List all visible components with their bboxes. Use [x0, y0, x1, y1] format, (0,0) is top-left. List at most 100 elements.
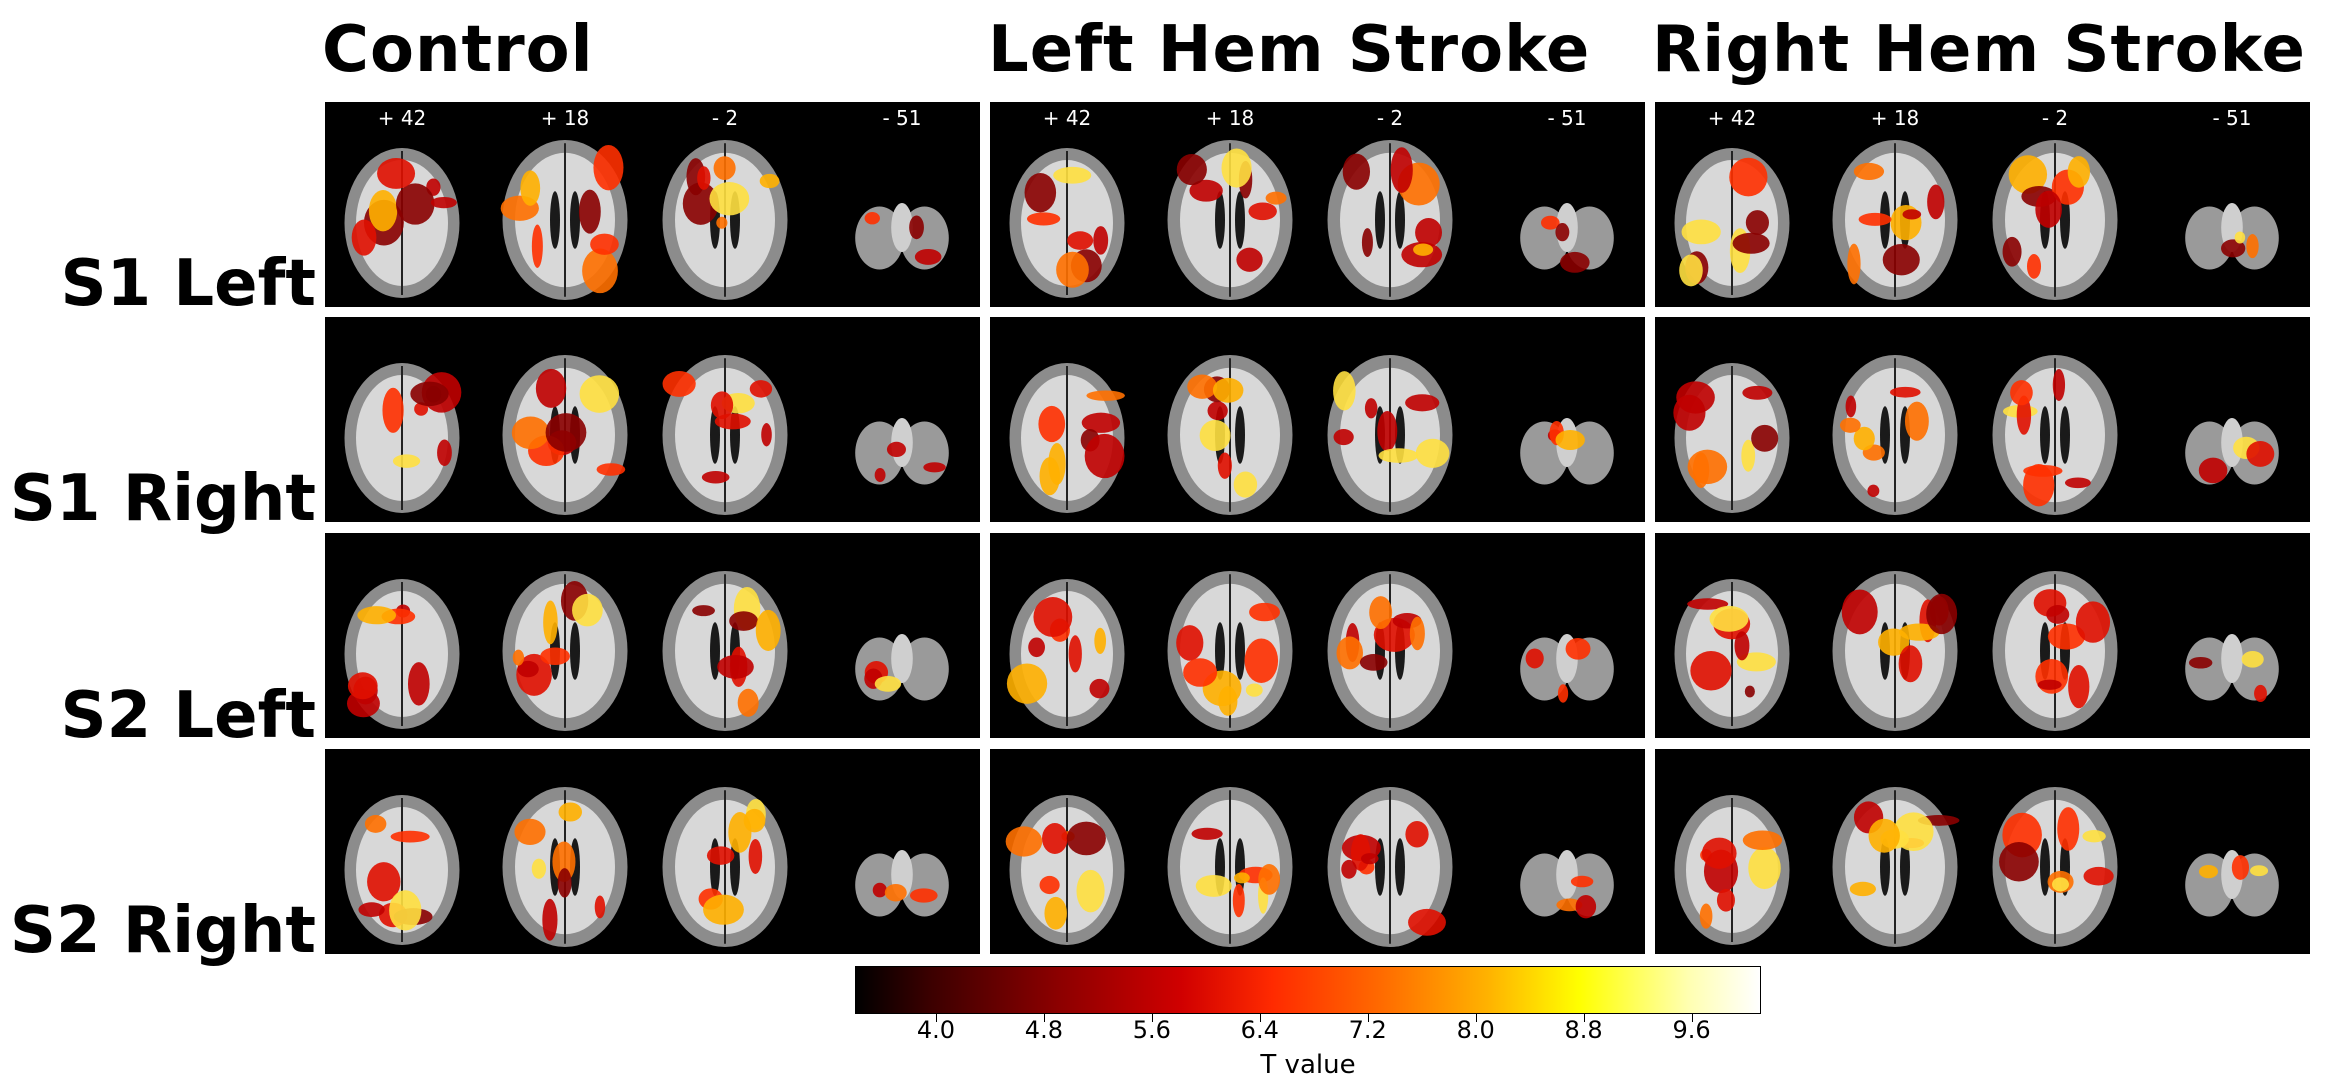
- colorbar-tick-label: 8.8: [1564, 1016, 1603, 1044]
- brain-slice: [1520, 850, 1614, 919]
- slice-coordinate-label: + 42: [1042, 106, 1092, 130]
- brain-slice: [344, 363, 462, 513]
- brain-slice: [1992, 787, 2118, 947]
- brain-slices-image: [1674, 571, 2279, 731]
- brain-slices-image: [1673, 355, 2279, 515]
- brain-slice: [1520, 203, 1614, 273]
- colorbar-tick-label: 4.0: [916, 1016, 956, 1044]
- brain-slice: [344, 795, 460, 945]
- brain-slice: [662, 140, 788, 300]
- brain-slices-image: [1005, 787, 1614, 947]
- brain-slice: [2185, 634, 2279, 703]
- colorbar-tick-mark: [1583, 1014, 1585, 1022]
- colorbar-tick-label: 8.0: [1456, 1016, 1495, 1044]
- row-label-s1-right: S1 Right: [9, 462, 316, 536]
- brain-panel: + 42 + 18 - 2 - 51: [1655, 102, 2310, 307]
- brain-panel: + 42 + 18 - 2 - 51: [325, 102, 980, 307]
- brain-slice: [1009, 363, 1125, 513]
- colorbar-tick-label: 4.8: [1024, 1016, 1063, 1044]
- slice-coordinate-label: - 51: [2212, 106, 2252, 130]
- brain-slice: [855, 203, 949, 270]
- brain-slice: [662, 355, 788, 515]
- row-label-s1-left: S1 Left: [60, 247, 316, 321]
- brain-slice: [1006, 579, 1125, 729]
- brain-slice: [1832, 355, 1958, 515]
- brain-slice: [1327, 355, 1453, 515]
- brain-panel: [990, 533, 1645, 738]
- brain-panel: + 42 + 18 - 2 - 51: [990, 102, 1645, 307]
- brain-slice: [1673, 363, 1790, 513]
- brain-slice: [1327, 571, 1453, 731]
- colorbar-tick-mark: [935, 1014, 937, 1022]
- colorbar-tick-label: 7.2: [1348, 1016, 1387, 1044]
- slice-coordinate-label: + 42: [377, 106, 427, 130]
- column-title-left-hem-stroke: Left Hem Stroke: [988, 13, 1591, 87]
- brain-slice: [502, 571, 628, 731]
- slice-coordinate-label: + 18: [1870, 106, 1920, 130]
- brain-slice: [1327, 787, 1453, 947]
- column-title-control: Control: [322, 13, 594, 87]
- brain-slice: [1167, 140, 1293, 300]
- colorbar-tick-label: 9.6: [1672, 1016, 1711, 1044]
- brain-slices-image: [344, 140, 949, 300]
- colorbar-tick-mark: [1475, 1014, 1477, 1022]
- column-title-right-hem-stroke: Right Hem Stroke: [1652, 13, 2306, 87]
- brain-slice: [502, 787, 628, 947]
- brain-slice: [1167, 787, 1293, 947]
- brain-slice: [662, 787, 788, 947]
- slice-coordinate-label: - 51: [882, 106, 922, 130]
- brain-slice: [855, 850, 949, 917]
- brain-slice: [1520, 418, 1614, 485]
- brain-slice: [1992, 571, 2118, 731]
- colorbar-tick-mark: [1043, 1014, 1045, 1022]
- brain-panel: [1655, 533, 2310, 738]
- brain-slice: [344, 579, 460, 729]
- colorbar-tick-mark: [1259, 1014, 1261, 1022]
- brain-slice: [1005, 795, 1125, 945]
- brain-slice: [1674, 579, 1790, 729]
- brain-slice: [855, 418, 949, 485]
- brain-slices-image: [1009, 140, 1614, 300]
- brain-slice: [1832, 787, 1960, 947]
- colorbar-tick-label: 6.4: [1240, 1016, 1279, 1044]
- brain-slice: [1167, 355, 1293, 515]
- brain-slices-image: [1006, 571, 1614, 731]
- brain-slice: [2185, 203, 2279, 270]
- slice-coordinate-label: + 42: [1707, 106, 1757, 130]
- row-label-s2-right: S2 Right: [9, 894, 316, 968]
- brain-slices-image: [1674, 140, 2279, 300]
- brain-slice: [1520, 634, 1614, 703]
- brain-panel: [990, 749, 1645, 954]
- brain-slice: [1327, 140, 1453, 300]
- brain-slice: [662, 571, 788, 731]
- slice-coordinate-label: - 2: [1376, 106, 1404, 130]
- brain-panel: [325, 533, 980, 738]
- brain-slice: [1832, 140, 1958, 300]
- slice-coordinate-label: - 51: [1547, 106, 1587, 130]
- brain-slice: [2185, 850, 2279, 917]
- brain-slices-image: [344, 355, 949, 515]
- brain-slice: [1992, 355, 2118, 515]
- slice-coordinate-label: - 2: [711, 106, 739, 130]
- brain-slice: [500, 140, 628, 300]
- slice-coordinate-label: + 18: [1205, 106, 1255, 130]
- brain-slice: [1167, 571, 1293, 731]
- brain-panel: [325, 317, 980, 522]
- brain-slice: [855, 634, 949, 701]
- brain-slice: [2185, 418, 2279, 485]
- colorbar: 4.0 4.8 5.6 6.4 7.2 8.0 8.8 9.6 T value: [855, 966, 1761, 1080]
- brain-slice: [1832, 571, 1958, 731]
- colorbar-gradient: [855, 966, 1761, 1014]
- brain-slice: [1992, 140, 2118, 300]
- brain-slices-image: [1674, 787, 2279, 947]
- brain-slice: [1674, 795, 1790, 945]
- colorbar-tick-mark: [1151, 1014, 1153, 1022]
- slice-coordinate-label: - 2: [2041, 106, 2069, 130]
- brain-panel: [1655, 317, 2310, 522]
- brain-slices-image: [344, 571, 949, 731]
- colorbar-label: T value: [1260, 1050, 1356, 1080]
- brain-slices-image: [1009, 355, 1614, 515]
- row-label-s2-left: S2 Left: [60, 679, 316, 753]
- brain-panel: [1655, 749, 2310, 954]
- brain-slice: [1674, 148, 1790, 298]
